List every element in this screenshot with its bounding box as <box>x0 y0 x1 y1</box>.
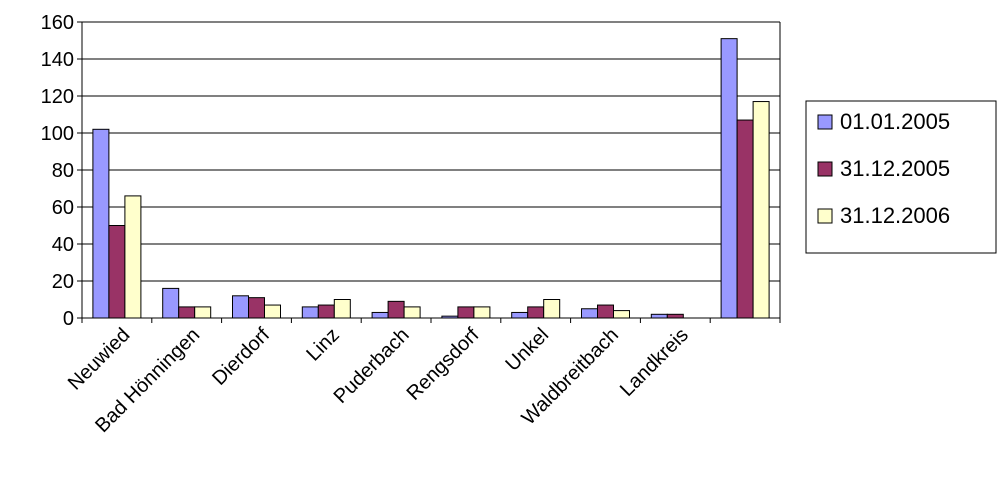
y-tick-label-3: 60 <box>52 197 74 219</box>
legend-label-3: 31.12.2006 <box>840 203 950 228</box>
bar-1-1 <box>92 128 110 319</box>
y-tick-label-6: 120 <box>41 86 74 108</box>
bar-1-2 <box>162 287 180 319</box>
bar-2-9 <box>666 313 684 319</box>
y-tick-label-0: 0 <box>63 308 74 330</box>
bar-2-5 <box>387 300 405 319</box>
bar-3-6 <box>473 306 491 319</box>
x-category-label-6: Rengsdorf <box>403 324 484 405</box>
x-category-label-1: Neuwied <box>64 324 135 395</box>
bar-2-8 <box>597 304 614 319</box>
y-axis-ticks: 0 20 40 60 80 100 120 140 160 <box>41 12 82 330</box>
legend-label-2: 31.12.2005 <box>840 156 950 181</box>
y-tick-label-4: 80 <box>52 160 74 182</box>
bar-1-9 <box>650 313 668 319</box>
bar-2-10 <box>736 119 754 319</box>
axes <box>81 22 781 323</box>
legend-swatch-2 <box>817 161 833 177</box>
bar-3-3 <box>264 304 281 319</box>
y-tick-label-7: 140 <box>41 49 74 71</box>
bar-3-2 <box>194 306 212 319</box>
x-category-label-4: Linz <box>302 324 344 366</box>
bar-3-7 <box>543 299 561 319</box>
gridlines <box>82 21 781 318</box>
bar-1-10 <box>720 38 738 319</box>
bar-3-5 <box>403 306 421 319</box>
bar-1-4 <box>301 306 319 319</box>
y-tick-label-5: 100 <box>41 123 74 145</box>
y-tick-label-8: 160 <box>41 12 74 34</box>
y-tick-label-2: 40 <box>52 234 74 256</box>
bar-1-7 <box>511 311 529 319</box>
y-tick-label-1: 20 <box>52 271 74 293</box>
bar-2-6 <box>457 306 475 319</box>
x-category-label-9: Landkreis <box>616 324 693 401</box>
legend: 01.01.2005 31.12.2005 31.12.2006 <box>805 100 997 254</box>
bar-2-2 <box>178 306 196 319</box>
bar-3-4 <box>333 299 351 319</box>
legend-box <box>805 100 997 254</box>
bar-2-1 <box>108 225 126 319</box>
bar-3-10 <box>752 101 770 319</box>
bar-2-3 <box>248 297 265 319</box>
x-category-label-7: Unkel <box>502 324 554 376</box>
legend-swatch-1 <box>817 114 833 130</box>
legend-label-1: 01.01.2005 <box>840 109 950 134</box>
bar-3-8 <box>613 310 630 319</box>
bars <box>92 38 770 319</box>
bar-3-1 <box>124 195 142 319</box>
bar-1-8 <box>581 308 598 319</box>
legend-swatch-3 <box>817 208 833 224</box>
bar-2-7 <box>527 306 545 319</box>
x-category-label-3: Dierdorf <box>208 324 274 390</box>
x-category-label-5: Puderbach <box>330 324 414 408</box>
bar-1-5 <box>371 311 389 319</box>
bar-1-3 <box>232 295 249 319</box>
bar-2-4 <box>317 304 335 319</box>
